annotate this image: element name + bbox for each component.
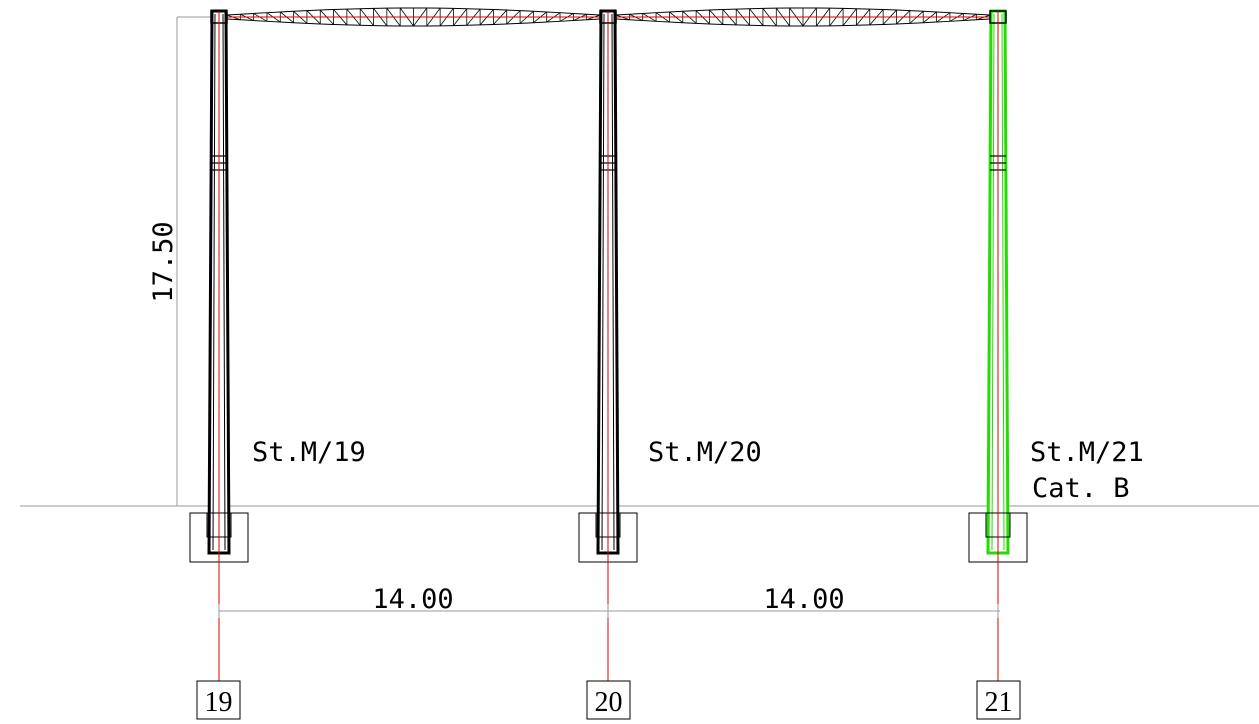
column-inner-right-20 <box>611 13 615 551</box>
grid-label-21: 21 <box>985 687 1013 718</box>
height-dimension: 17.50 <box>148 16 212 506</box>
column-name-21: St.M/21 <box>1030 437 1144 468</box>
column-category-21: Cat. B <box>1032 473 1130 504</box>
column-name-20: St.M/20 <box>648 437 762 468</box>
grid-bubble-20: 20 <box>586 680 631 720</box>
grid-label-19: 19 <box>205 687 233 718</box>
span-dimensions: 14.00 14.00 <box>218 584 1000 618</box>
column-inner-right-19 <box>222 13 226 551</box>
roof-trusses <box>226 7 991 27</box>
column-inner-right-21 <box>1001 13 1005 551</box>
grid-bubble-19: 19 <box>196 680 241 720</box>
column-inner-left-20 <box>601 13 605 551</box>
column-name-19: St.M/19 <box>252 437 366 468</box>
grid-axes <box>189 11 1028 681</box>
grid-bubble-21: 21 <box>976 680 1021 720</box>
grid-label-20: 20 <box>595 687 623 718</box>
span-dimension-label-2: 14.00 <box>763 584 844 615</box>
column-inner-left-21 <box>991 13 995 551</box>
height-dimension-label: 17.50 <box>148 221 179 302</box>
column-inner-left-19 <box>212 13 216 551</box>
span-dimension-label-1: 14.00 <box>372 584 453 615</box>
